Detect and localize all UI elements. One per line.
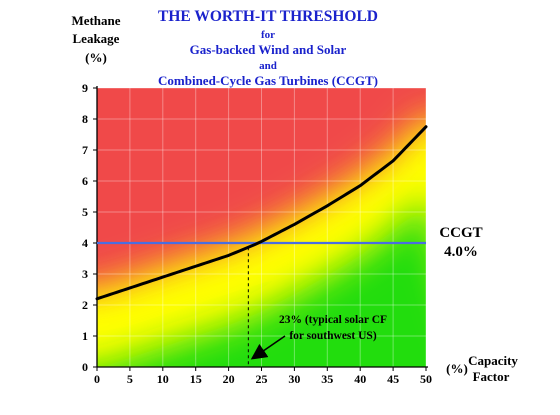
x-axis-label: (%) Capacity Factor xyxy=(446,353,518,384)
x-tick-label: 40 xyxy=(354,372,366,386)
y-axis-label-line-2: Leakage xyxy=(73,31,120,46)
x-tick-label: 25 xyxy=(256,372,268,386)
y-tick-label: 2 xyxy=(82,298,88,312)
x-axis-unit: (%) xyxy=(446,361,468,376)
annotation-line-1: 23% (typical solar CF xyxy=(279,314,387,326)
title-line-5: Combined-Cycle Gas Turbines (CCGT) xyxy=(158,73,378,88)
x-tick-label: 0 xyxy=(94,372,100,386)
title-line-3: Gas-backed Wind and Solar xyxy=(190,42,347,57)
annotation-arrow xyxy=(250,335,286,360)
plot-fill-blend xyxy=(97,88,426,367)
y-tick-label: 8 xyxy=(82,112,88,126)
ccgt-label-line-1: CCGT xyxy=(439,225,482,241)
y-axis-label-line-1: Methane xyxy=(71,13,120,28)
x-tick-label: 30 xyxy=(288,372,300,386)
x-tick-label: 5 xyxy=(127,372,133,386)
annotation-line-2: for southwest US) xyxy=(289,330,376,342)
y-tick-label: 9 xyxy=(82,81,88,95)
x-tick-label: 10 xyxy=(157,372,169,386)
x-tick-label: 50 xyxy=(420,372,432,386)
y-tick-label: 4 xyxy=(82,236,88,250)
title-line-4: and xyxy=(259,60,277,72)
y-axis-label: Methane Leakage (%) xyxy=(71,13,120,65)
y-tick-label: 6 xyxy=(82,174,88,188)
annotation-text: 23% (typical solar CF for southwest US) xyxy=(279,314,387,342)
green-region xyxy=(102,196,426,367)
title-line-1: THE WORTH-IT THRESHOLD xyxy=(158,8,378,25)
threshold-curve-series xyxy=(95,125,428,301)
x-tick-label: 15 xyxy=(190,372,202,386)
ccgt-label: CCGT 4.0% xyxy=(439,225,482,260)
x-tick-label: 20 xyxy=(223,372,235,386)
x-tick-labels: 0 5 10 15 20 25 30 35 40 45 50 xyxy=(94,372,432,386)
solar-annotation xyxy=(247,247,286,367)
y-tick-label: 3 xyxy=(82,267,88,281)
axes xyxy=(93,86,428,371)
red-region xyxy=(97,88,426,289)
y-tick-label: 7 xyxy=(82,143,88,157)
x-tick-label: 35 xyxy=(321,372,333,386)
plot-background xyxy=(97,88,426,367)
y-tick-label: 1 xyxy=(82,329,88,343)
ccgt-label-line-2: 4.0% xyxy=(444,244,478,260)
threshold-curve xyxy=(95,125,428,301)
y-tick-label: 5 xyxy=(82,205,88,219)
chart-title: THE WORTH-IT THRESHOLD for Gas-backed Wi… xyxy=(158,8,378,88)
title-line-2: for xyxy=(261,29,275,41)
x-tick-label: 45 xyxy=(387,372,399,386)
plot-fill xyxy=(97,88,426,367)
y-tick-labels: 0 1 2 3 4 5 6 7 8 9 xyxy=(82,81,88,374)
y-axis-label-line-3: (%) xyxy=(85,50,107,65)
x-axis-label-line-2: Factor xyxy=(473,369,510,384)
y-tick-label: 0 xyxy=(82,360,88,374)
grid xyxy=(97,87,427,367)
x-axis-label-line-1: Capacity xyxy=(468,353,518,368)
